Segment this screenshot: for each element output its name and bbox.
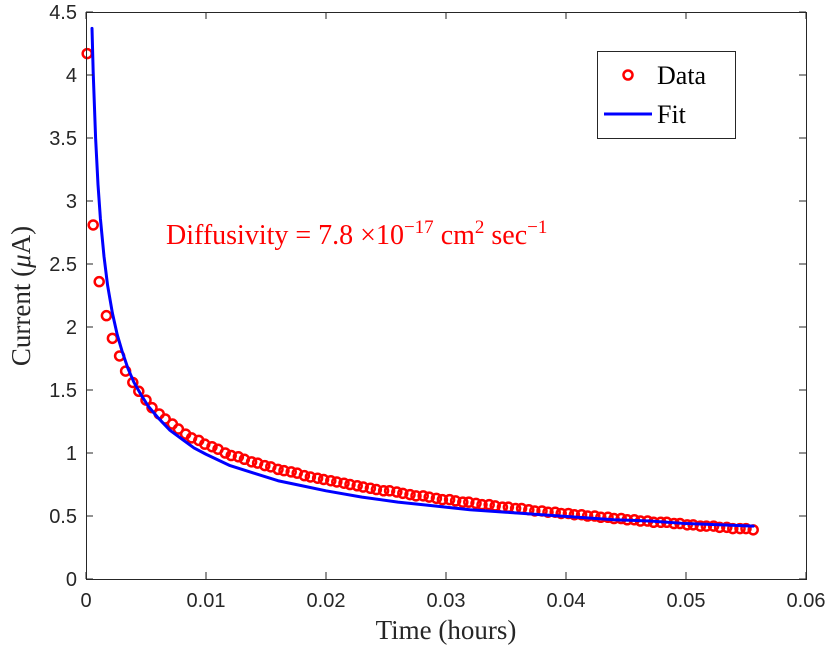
data-point (483, 498, 495, 511)
data-point (575, 508, 588, 521)
x-tick-label: 0.06 (787, 590, 826, 612)
data-point (81, 47, 93, 60)
legend-label-fit: Fit (657, 100, 687, 129)
x-tick-label: 0.05 (667, 590, 706, 612)
data-point (325, 474, 337, 487)
data-point (311, 472, 324, 484)
data-point (259, 459, 271, 472)
data-point (589, 510, 601, 522)
data-point (285, 466, 297, 478)
data-point (410, 490, 422, 502)
data-point (542, 506, 554, 518)
data-point (377, 485, 390, 497)
data-point (430, 492, 443, 505)
legend: Data Fit (597, 51, 736, 139)
data-point (555, 507, 567, 520)
data-point (397, 487, 409, 500)
y-tick-label: 0 (66, 569, 77, 591)
data-point (581, 510, 594, 522)
data-point (317, 473, 330, 486)
x-tick-label: 0.04 (547, 590, 586, 612)
data-point (740, 522, 752, 535)
data-point (700, 520, 713, 532)
data-point (225, 449, 237, 462)
data-point (87, 219, 99, 231)
data-point (219, 447, 231, 459)
fit-line (90, 26, 755, 528)
data-point (272, 463, 284, 476)
data-point (423, 491, 435, 503)
x-axis-title: Time (hours) (376, 615, 517, 645)
data-point (449, 495, 462, 507)
y-tick-label: 1 (66, 443, 77, 465)
data-point (106, 332, 119, 345)
x-tick-label: 0.03 (427, 590, 466, 612)
data-point (404, 488, 416, 501)
data-point (383, 485, 396, 497)
data-point (391, 486, 403, 498)
data-point (721, 521, 733, 534)
data-point (694, 520, 707, 532)
data-point (457, 496, 469, 508)
data-point (206, 440, 218, 453)
legend-marker-data (622, 69, 634, 81)
data-point (602, 511, 614, 524)
plot-area (81, 26, 759, 536)
data-point (357, 481, 369, 493)
x-tick-label: 0.02 (307, 590, 346, 612)
data-point (338, 477, 350, 489)
y-tick-label: 4 (66, 65, 77, 87)
data-point (278, 464, 290, 477)
data-point (568, 508, 581, 521)
y-axis: 0 0.5 1 1.5 2 2.5 3 3.5 4 4.5 (49, 2, 806, 591)
data-point (344, 478, 356, 491)
y-tick-label: 2.5 (49, 254, 77, 276)
x-tick-label: 0 (80, 590, 91, 612)
data-point (133, 385, 145, 398)
data-point (331, 476, 343, 488)
data-point (463, 496, 475, 508)
data-point (436, 493, 449, 506)
data-point (100, 309, 113, 322)
x-axis: 0 0.01 0.02 0.03 0.04 0.05 0.06 (80, 12, 825, 612)
data-point (417, 490, 429, 502)
data-point (93, 275, 105, 288)
y-tick-label: 1.5 (49, 380, 77, 402)
y-tick-label: 4.5 (49, 2, 77, 24)
data-point (364, 482, 377, 495)
y-tick-label: 3 (66, 191, 77, 213)
data-point (713, 521, 726, 534)
data-point (304, 471, 317, 483)
legend-box (597, 51, 736, 139)
data-point (232, 451, 245, 463)
data-point (245, 456, 258, 468)
x-tick-label: 0.01 (187, 590, 226, 612)
data-point (470, 497, 482, 510)
diffusivity-annotation: Diffusivity = 7.8 ×10−17 cm2 sec−1 (166, 217, 547, 251)
data-point (298, 469, 311, 482)
data-point (351, 480, 363, 492)
legend-label-data: Data (657, 61, 707, 90)
y-tick-label: 2 (66, 317, 77, 339)
data-point (370, 483, 383, 496)
y-tick-label: 3.5 (49, 128, 77, 150)
data-point (443, 493, 456, 506)
y-axis-title: Current (μA) (6, 226, 36, 366)
y-tick-label: 0.5 (49, 506, 77, 528)
